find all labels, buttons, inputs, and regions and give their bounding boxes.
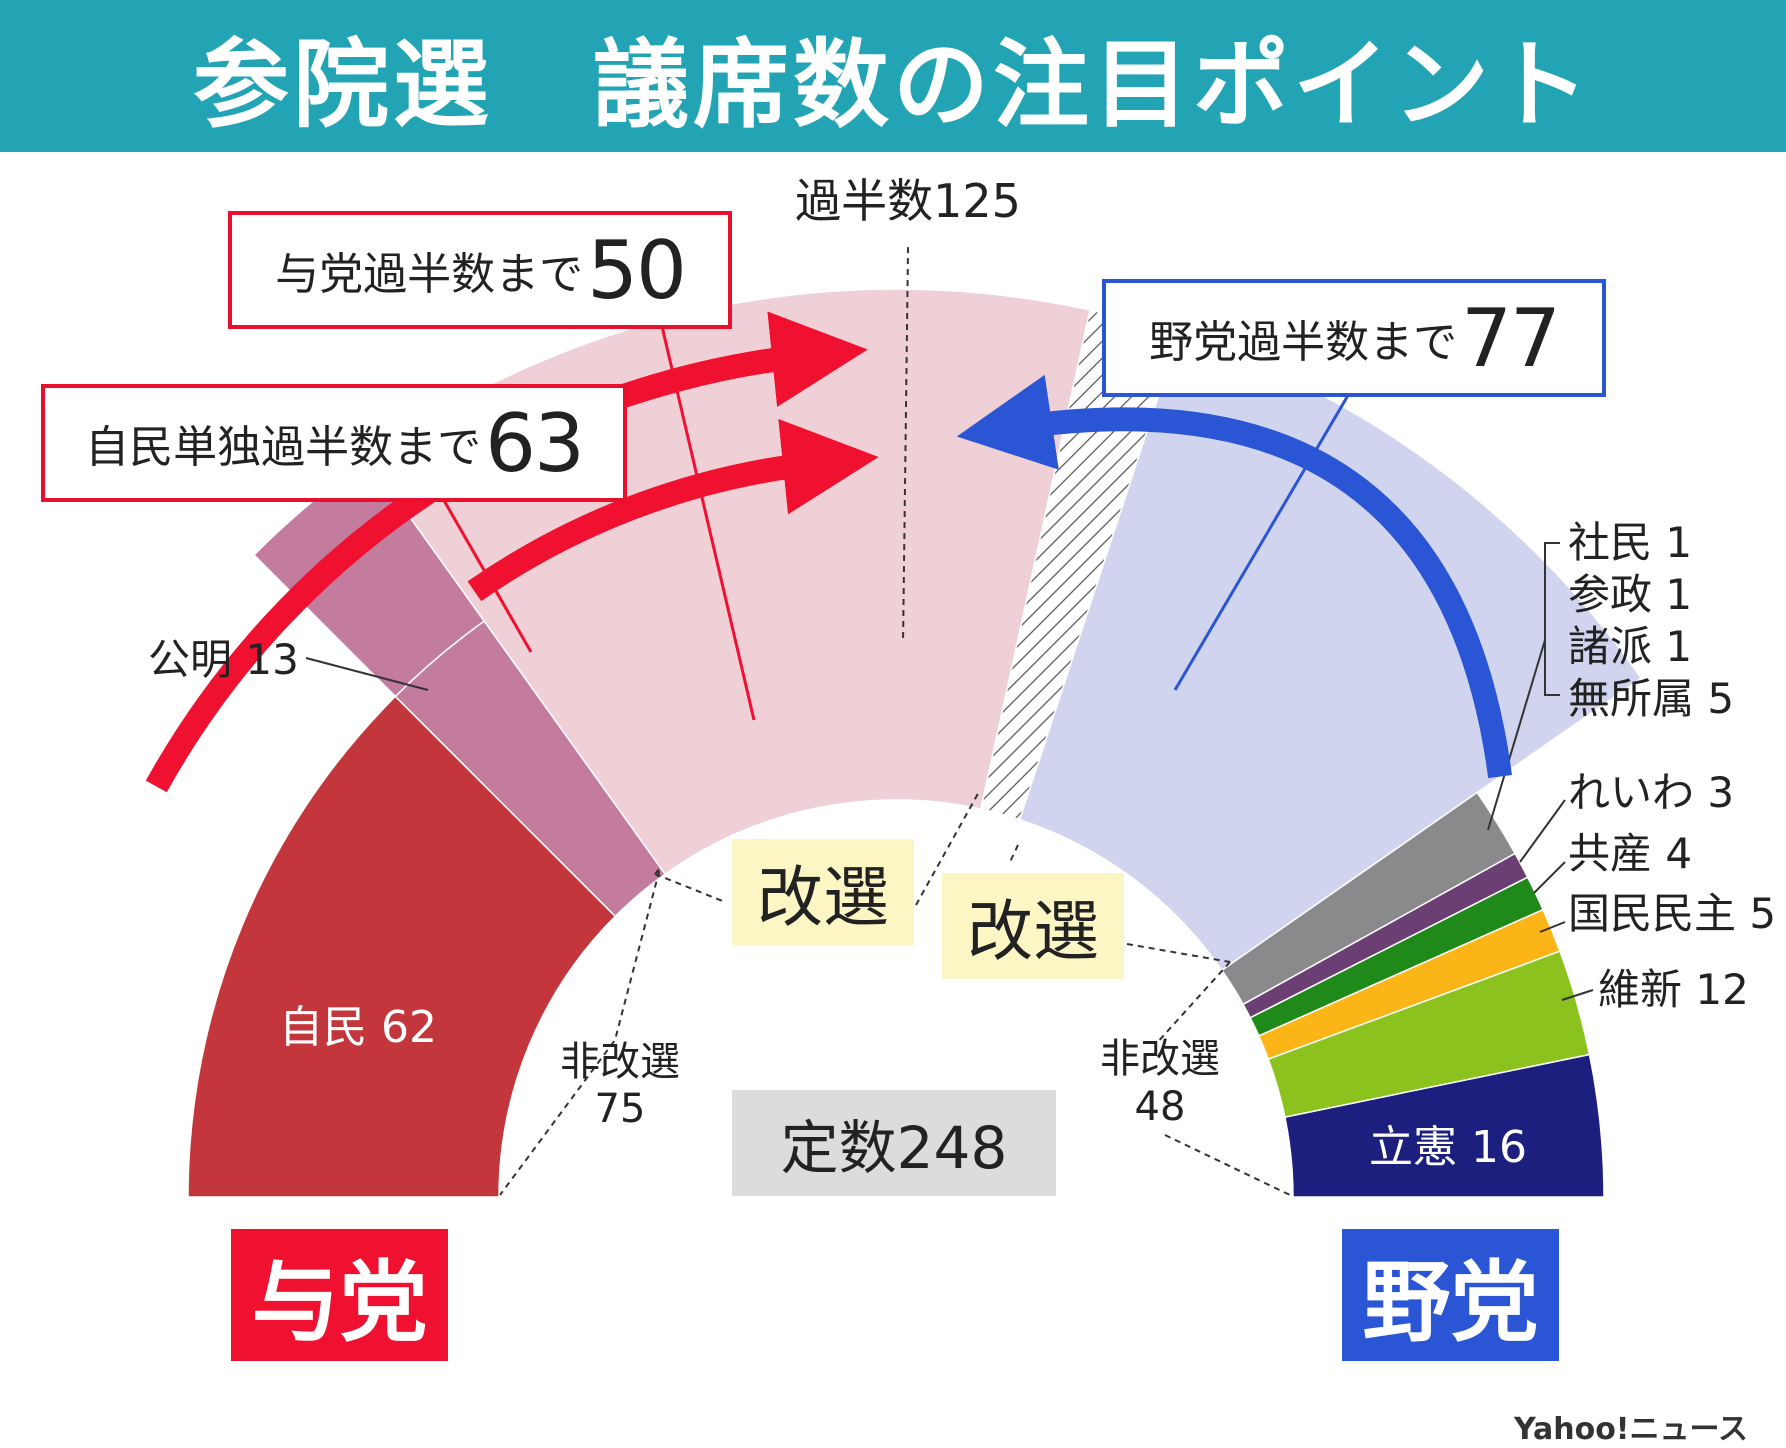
non-up-ruling-label: 非改選 (560, 1039, 680, 1085)
others-bracket (1544, 542, 1560, 696)
ruling-arrow (467, 418, 879, 602)
reiwa-leader (1519, 799, 1566, 863)
label-ldp: 自民 62 (279, 1002, 437, 1053)
segment-維新 (1267, 950, 1591, 1118)
label-cdp: 立憲 16 (1369, 1122, 1527, 1173)
ruling-bloc-label: 与党 (231, 1229, 448, 1361)
page-title: 参院選 議席数の注目ポイント (193, 28, 1593, 141)
non-up-opposition-value: 48 (1135, 1084, 1186, 1130)
total-seats-label: 定数248 (732, 1090, 1056, 1196)
opposition-callout-line (1173, 391, 1352, 691)
label-jcp: 共産 4 (1568, 829, 1692, 878)
komeito-leader (305, 657, 429, 691)
label-sanseito: 参政 1 (1568, 570, 1692, 619)
label-dpfp: 国民民主 5 (1568, 889, 1776, 938)
label-independent: 無所属 5 (1568, 674, 1734, 723)
non-up-ruling-guide (499, 867, 661, 1196)
kaisen-tag-opposition: 改選 (942, 873, 1124, 979)
dpfp-leader (1539, 921, 1566, 933)
credit: Yahoo!ニュース (1514, 1412, 1748, 1447)
label-reiwa: れいわ 3 (1568, 768, 1734, 817)
majority-label: 過半数125 (795, 174, 1021, 228)
ishin-leader (1561, 989, 1594, 1001)
non-up-opposition-label: 非改選 (1100, 1036, 1220, 1082)
ruling-majority-label: 与党過半数まで (275, 249, 584, 300)
label-komeito: 公明 13 (148, 635, 299, 684)
kaisen-opposition-guide-2 (1009, 844, 1019, 863)
non-up-opposition-guide (1154, 961, 1231, 1046)
opposition-up-area (1018, 333, 1643, 972)
segment-共産 (1249, 876, 1545, 1037)
segment-国民民主 (1257, 908, 1561, 1061)
label-ishin: 維新 12 (1598, 965, 1749, 1014)
opposition-majority-callout: 野党過半数まで 77 (1102, 279, 1606, 397)
kaisen-ruling-guide (654, 873, 726, 903)
kaisen-tag-ruling: 改選 (732, 839, 914, 945)
opposition-bloc-label: 野党 (1342, 1229, 1559, 1361)
others-leader (1487, 639, 1546, 831)
segment-自民 (187, 695, 617, 1198)
opposition-majority-value: 77 (1461, 291, 1561, 385)
title-banner: 参院選 議席数の注目ポイント (0, 0, 1786, 152)
ruling-majority-value: 50 (587, 223, 687, 317)
non-up-ruling-value: 75 (595, 1086, 646, 1132)
seat-segments (187, 288, 1643, 1198)
non-up-opposition-guide-2 (1164, 1134, 1293, 1197)
segment-立憲 (1283, 1053, 1605, 1198)
ldp-majority-value: 63 (485, 396, 585, 490)
jcp-leader (1533, 861, 1566, 894)
segment-others (1220, 791, 1517, 1006)
opposition-arrow (956, 374, 1512, 779)
label-shoha: 諸派 1 (1568, 622, 1692, 671)
ldp-majority-label: 自民単独過半数まで (85, 422, 482, 473)
label-sdp: 社民 1 (1568, 518, 1692, 567)
ldp-majority-callout: 自民単独過半数まで 63 (41, 384, 627, 502)
opposition-majority-label: 野党過半数まで (1149, 317, 1458, 368)
leader-lines (305, 247, 1594, 1197)
ruling-majority-callout: 与党過半数まで 50 (228, 211, 732, 329)
